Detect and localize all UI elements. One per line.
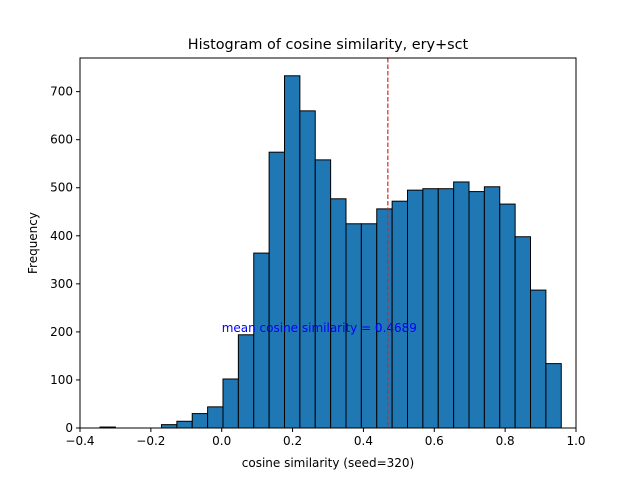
mean-annotation: mean cosine similarity = 0.4689 bbox=[222, 321, 417, 335]
histogram-bar bbox=[499, 203, 516, 429]
x-tick-label: 0.0 bbox=[212, 434, 231, 448]
histogram-bar bbox=[237, 334, 255, 429]
y-tick-label: 700 bbox=[50, 85, 73, 99]
histogram-bar bbox=[222, 378, 239, 429]
y-tick-label: 600 bbox=[50, 133, 73, 147]
y-tick-label: 500 bbox=[50, 181, 73, 195]
histogram-bar bbox=[468, 191, 485, 429]
histogram-bar bbox=[514, 236, 532, 429]
histogram-bar bbox=[299, 110, 316, 429]
x-tick-label: 1.0 bbox=[566, 434, 585, 448]
histogram-bar bbox=[530, 289, 547, 429]
y-tick-label: 0 bbox=[65, 421, 73, 435]
histogram-bar bbox=[330, 198, 347, 429]
histogram-bar bbox=[268, 151, 285, 429]
histogram-bar bbox=[253, 252, 270, 429]
x-tick-label: 0.6 bbox=[425, 434, 444, 448]
x-axis-label: cosine similarity (seed=320) bbox=[242, 456, 414, 470]
y-tick-label: 100 bbox=[50, 373, 73, 387]
histogram-bar bbox=[283, 75, 301, 429]
histogram-bar bbox=[207, 406, 224, 429]
chart-title: Histogram of cosine similarity, ery+sct bbox=[188, 37, 469, 53]
y-tick-label: 300 bbox=[50, 277, 73, 291]
histogram-bar bbox=[483, 186, 501, 429]
histogram-bar bbox=[191, 413, 209, 429]
y-axis: 0 100 200 300 400 500 600 700 bbox=[50, 85, 80, 435]
histogram-bar bbox=[437, 188, 455, 429]
y-tick-label: 200 bbox=[50, 325, 73, 339]
histogram-bar bbox=[453, 181, 470, 429]
x-tick-label: −0.2 bbox=[136, 434, 165, 448]
x-tick-label: −0.4 bbox=[65, 434, 94, 448]
histogram-bar bbox=[391, 200, 409, 429]
y-tick-label: 400 bbox=[50, 229, 73, 243]
plot-frame bbox=[79, 57, 577, 429]
histogram-bar bbox=[422, 188, 439, 429]
x-axis: −0.4 −0.2 0.0 0.2 0.4 0.6 0.8 1.0 bbox=[65, 428, 586, 448]
histogram-bar bbox=[376, 208, 393, 429]
x-tick-label: 0.2 bbox=[283, 434, 302, 448]
x-tick-label: 0.8 bbox=[496, 434, 515, 448]
histogram-bar bbox=[160, 424, 178, 429]
histogram-bar bbox=[314, 159, 332, 429]
y-axis-label: Frequency bbox=[26, 212, 40, 274]
histogram-bar bbox=[545, 363, 562, 429]
histogram-bar bbox=[407, 189, 424, 429]
x-tick-label: 0.4 bbox=[354, 434, 373, 448]
histogram-bar bbox=[176, 420, 193, 429]
